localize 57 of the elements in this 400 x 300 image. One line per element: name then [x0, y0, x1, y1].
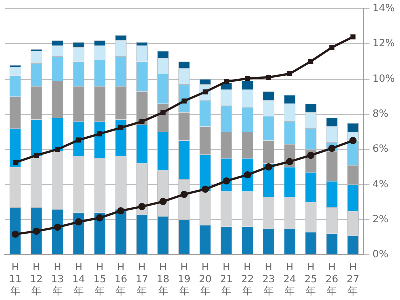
y-tick-label: 4% — [372, 179, 389, 190]
point — [117, 207, 125, 215]
y-tick-label: 10% — [372, 74, 396, 85]
point — [330, 45, 335, 50]
x-tick-label: H17年 — [136, 262, 149, 298]
x-tick-label: H16年 — [114, 262, 128, 298]
point — [308, 59, 314, 64]
y-tick-label: 8% — [372, 109, 389, 120]
x-tick-label: H23年 — [262, 262, 276, 298]
point — [244, 171, 252, 179]
x-tick-label: H11年 — [9, 262, 22, 298]
point — [55, 147, 60, 152]
point — [286, 158, 294, 166]
x-tick-label: H18年 — [156, 262, 170, 298]
x-tick-label: H25年 — [304, 262, 318, 298]
point — [138, 203, 146, 210]
point — [160, 198, 167, 206]
point — [182, 98, 187, 104]
y-tick-label: 12% — [372, 38, 396, 50]
point — [76, 138, 82, 143]
x-tick-label: H12年 — [30, 262, 44, 298]
point — [12, 230, 20, 238]
point — [222, 178, 230, 185]
x-tick-label: H13年 — [51, 262, 64, 298]
point — [97, 132, 103, 137]
point — [180, 190, 188, 198]
y-tick-label: 14% — [372, 4, 396, 15]
x-tick-label: H14年 — [72, 262, 86, 298]
point — [118, 125, 124, 131]
point — [75, 218, 82, 226]
point — [96, 214, 104, 222]
point — [34, 153, 40, 158]
point — [265, 164, 272, 171]
x-tick-label: H19年 — [178, 262, 191, 298]
x-tick-label: H15年 — [94, 262, 106, 298]
y-tick-label: 2% — [372, 214, 389, 226]
point — [140, 119, 145, 124]
point — [54, 224, 62, 232]
point — [202, 186, 210, 194]
x-tick-label: H22年 — [241, 262, 254, 298]
point — [33, 228, 40, 236]
point — [307, 152, 315, 160]
point — [160, 110, 166, 116]
x-tick-label: H27年 — [346, 262, 360, 298]
x-tick-label: H21年 — [220, 262, 233, 298]
point — [350, 137, 357, 144]
point — [287, 71, 292, 77]
x-tick-label: H24年 — [284, 262, 296, 298]
point — [13, 160, 18, 166]
point — [266, 74, 272, 80]
y-tick-label: 0% — [372, 250, 389, 261]
x-tick-label: H26年 — [326, 262, 338, 298]
point — [350, 34, 356, 40]
x-tick-label: H20年 — [199, 262, 212, 298]
point — [224, 79, 230, 84]
point — [245, 76, 250, 82]
y-tick-label: 6% — [372, 144, 389, 156]
